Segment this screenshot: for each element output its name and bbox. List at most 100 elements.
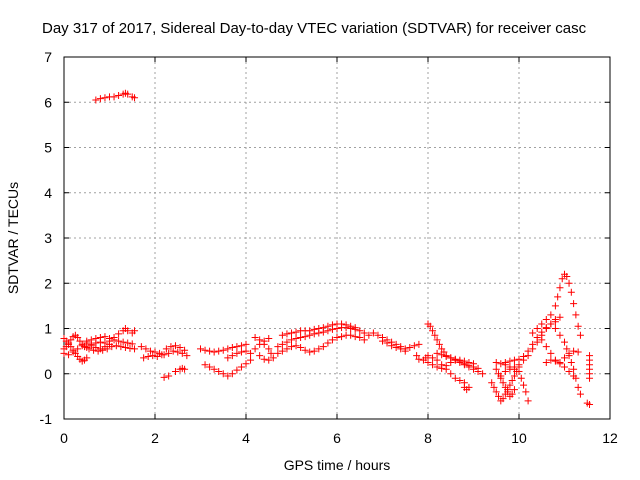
data-point [556, 331, 564, 339]
data-point [265, 356, 273, 364]
data-point [256, 336, 264, 344]
data-point [542, 358, 550, 366]
data-point [504, 386, 512, 394]
data-point [119, 338, 127, 346]
grid [64, 57, 610, 419]
data-point [265, 345, 273, 353]
data-point [288, 336, 295, 344]
data-point [206, 363, 214, 371]
data-point [74, 345, 82, 353]
data-point [492, 358, 500, 366]
data-point [570, 365, 578, 373]
data-point [140, 354, 148, 362]
data-point [210, 348, 218, 356]
data-point [515, 367, 523, 375]
data-point [479, 370, 487, 378]
data-point [558, 275, 566, 283]
data-point [251, 334, 259, 342]
data-point [510, 386, 518, 394]
data-point [508, 390, 516, 398]
data-point [547, 356, 555, 364]
data-point [551, 325, 559, 332]
data-point [201, 361, 209, 369]
data-point [115, 337, 123, 345]
data-point [556, 313, 564, 321]
data-point [115, 91, 123, 99]
data-point [369, 329, 377, 337]
data-point [228, 344, 236, 352]
data-point [572, 311, 580, 319]
data-point [392, 344, 400, 352]
data-point [87, 340, 95, 348]
data-point [292, 342, 300, 350]
data-point [96, 95, 104, 103]
data-point [570, 347, 578, 355]
data-point [158, 351, 166, 359]
data-point [310, 347, 318, 355]
data-point [99, 346, 107, 354]
data-point [183, 352, 191, 360]
data-point [529, 329, 537, 337]
data-point [278, 340, 286, 348]
data-point [306, 348, 314, 356]
data-point [470, 360, 477, 368]
data-point [551, 357, 559, 365]
data-point [92, 96, 100, 104]
data-point [351, 333, 359, 341]
data-point [538, 320, 546, 328]
data-point [490, 383, 498, 391]
data-point [510, 365, 518, 373]
data-point [551, 302, 559, 310]
data-point [547, 349, 555, 357]
data-point [328, 336, 336, 344]
data-point [108, 343, 116, 351]
data-point [551, 318, 559, 326]
data-point [165, 349, 173, 357]
x-tick-label: 4 [242, 430, 250, 446]
data-point [520, 381, 528, 389]
data-point [533, 334, 541, 342]
data-point [413, 352, 421, 360]
data-point [288, 329, 295, 337]
data-point [315, 345, 323, 353]
data-point [69, 348, 77, 356]
data-point [524, 347, 532, 355]
data-point [438, 351, 446, 359]
data-point [237, 342, 245, 350]
data-point [96, 338, 104, 346]
data-point [561, 354, 568, 362]
data-point [169, 347, 177, 355]
data-point [85, 345, 93, 353]
data-point [181, 346, 189, 354]
data-point [137, 343, 145, 351]
data-point [456, 377, 464, 385]
data-point [319, 343, 327, 351]
data-point [176, 344, 184, 352]
data-point [174, 348, 182, 356]
data-point [131, 94, 139, 102]
data-point [442, 353, 450, 361]
data-point [447, 354, 455, 362]
data-point [260, 355, 268, 363]
data-point [517, 374, 525, 382]
data-point [146, 347, 154, 355]
data-point [324, 322, 332, 330]
data-point [167, 343, 175, 351]
data-point [324, 339, 332, 347]
data-point [465, 358, 473, 366]
data-point [124, 90, 132, 98]
x-tick-label: 8 [424, 430, 432, 446]
data-point [315, 325, 323, 332]
data-point [242, 347, 250, 355]
data-point [556, 284, 564, 292]
data-point [301, 346, 309, 354]
x-tick-label: 2 [151, 430, 159, 446]
data-point [160, 373, 168, 381]
data-point [567, 288, 575, 296]
data-point [181, 365, 189, 373]
data-point [278, 347, 286, 355]
data-point [465, 383, 473, 391]
data-point [274, 343, 282, 351]
data-point [501, 390, 509, 398]
chart-title: Day 317 of 2017, Sidereal Day-to-day VTE… [42, 20, 587, 37]
